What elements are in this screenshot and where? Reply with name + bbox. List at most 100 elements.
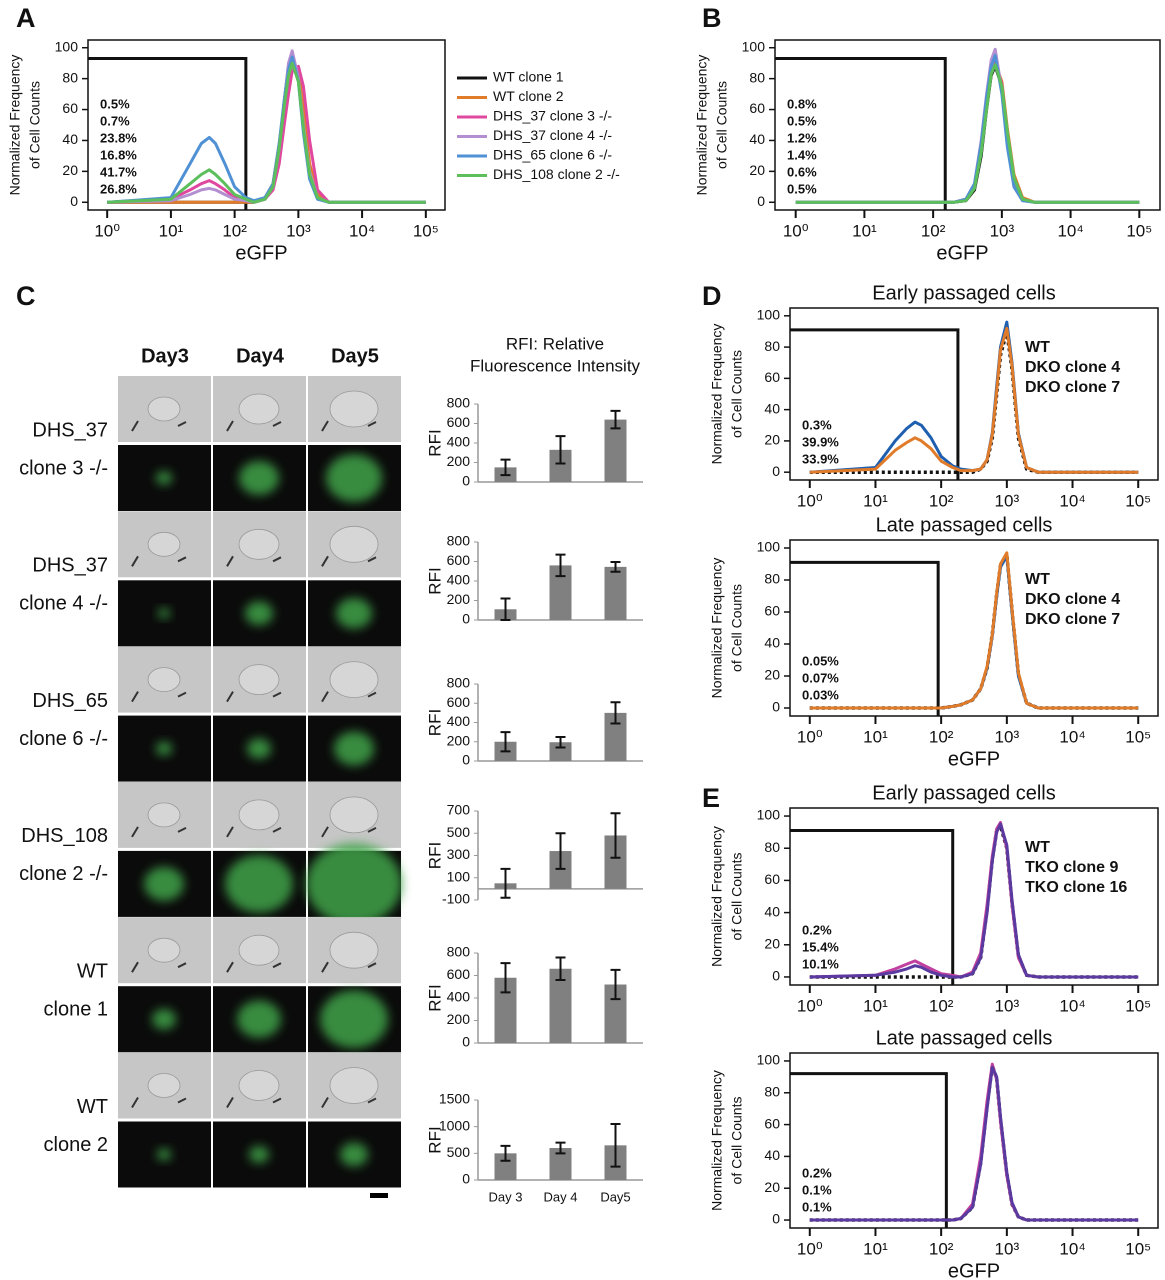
error-bar [610, 409, 621, 430]
gfp-colony [158, 608, 170, 619]
rfi-title: RFI: Relative [506, 334, 604, 353]
row-label: clone 6 -/- [19, 728, 108, 750]
y-axis-label: Normalized Frequency [694, 55, 710, 196]
panel-letter: A [16, 3, 36, 33]
gate-percent: 23.8% [100, 130, 137, 145]
error-bar [500, 597, 511, 621]
gate-percent: 0.5% [787, 181, 817, 196]
x-tick-label: 10⁴ [349, 221, 375, 240]
y-tick-label: 0 [462, 473, 470, 489]
x-tick-label: Day 3 [489, 1189, 523, 1204]
bar [549, 968, 572, 1043]
x-tick-label: 10³ [995, 727, 1020, 746]
x-tick-label: 10⁰ [797, 996, 823, 1015]
y-tick-label: 0 [462, 1171, 470, 1187]
x-tick-label: 10⁰ [797, 1239, 823, 1258]
y-tick-label: 60 [764, 1115, 780, 1131]
y-tick-label: 600 [447, 966, 471, 982]
y-tick-label: 40 [749, 131, 765, 147]
row-label: clone 4 -/- [19, 593, 108, 615]
gfp-colony [239, 461, 279, 495]
y-tick-label: 200 [447, 1011, 471, 1027]
legend-label: DKO clone 4 [1025, 359, 1120, 376]
panel-letter: E [702, 783, 720, 813]
y-axis-label: Normalized Frequency [709, 1070, 725, 1211]
legend-label: DKO clone 4 [1025, 591, 1120, 608]
legend-label: DHS_108 clone 2 -/- [493, 166, 620, 182]
gfp-colony [247, 738, 271, 759]
y-axis-label: RFI [425, 1126, 444, 1153]
y-tick-label: 60 [764, 369, 780, 385]
scale-bar [370, 1193, 388, 1198]
colony-outline [238, 1070, 280, 1101]
cell-debris [226, 555, 282, 567]
histogram-line [809, 1065, 1139, 1222]
colony-outline [147, 1073, 181, 1098]
row-label: clone 2 -/- [19, 863, 108, 885]
y-tick-label: 100 [742, 38, 766, 54]
error-bar [500, 1144, 511, 1162]
x-tick-label: 10¹ [863, 727, 888, 746]
x-tick-label: 10⁴ [1057, 221, 1083, 240]
y-tick-label: 20 [764, 432, 780, 448]
panel-letter: C [16, 281, 36, 311]
error-bar [555, 832, 566, 870]
bar [549, 565, 572, 620]
y-tick-label: 0 [772, 699, 780, 715]
bar [549, 851, 572, 889]
histogram-line [795, 54, 1140, 204]
cell-debris [321, 691, 377, 703]
y-tick-label: 100 [55, 38, 79, 54]
row-label: DHS_108 [21, 825, 108, 847]
colony-outline [329, 796, 379, 834]
y-tick-label: 60 [749, 100, 765, 116]
colony-outline [147, 531, 181, 557]
plot-frame [87, 39, 446, 211]
histogram-line [809, 823, 1139, 979]
bar [549, 1148, 572, 1180]
gfp-colony [326, 454, 382, 502]
plot-frame [789, 539, 1159, 717]
histogram-line [107, 61, 426, 204]
x-tick-label: 10² [929, 1239, 954, 1258]
bar [494, 1153, 517, 1180]
chart-title: Late passaged cells [876, 514, 1053, 536]
gate-percent: 26.8% [100, 181, 137, 196]
y-tick-label: 800 [447, 533, 471, 549]
y-tick-label: 100 [447, 868, 471, 884]
gfp-colony [157, 1148, 171, 1161]
error-bar [555, 956, 566, 981]
cell-debris [226, 826, 282, 838]
colony-outline [329, 525, 379, 563]
row-label: DHS_65 [32, 690, 108, 712]
y-axis-label: Normalized Frequency [709, 826, 725, 967]
x-tick-label: 10⁴ [1059, 996, 1085, 1015]
y-tick-label: 700 [447, 802, 471, 818]
y-tick-label: 80 [764, 338, 780, 354]
y-tick-label: 200 [447, 591, 471, 607]
row-label: clone 2 [44, 1134, 109, 1156]
legend-label: TKO clone 9 [1025, 859, 1118, 876]
gfp-colony [336, 598, 372, 629]
x-tick-label: 10⁰ [797, 727, 823, 746]
colony-outline [329, 661, 379, 698]
row-label: WT [77, 1096, 108, 1118]
y-tick-label: 0 [772, 968, 780, 984]
y-tick-label: 40 [764, 903, 780, 919]
x-tick-label: 10³ [995, 996, 1020, 1015]
y-tick-label: 60 [764, 603, 780, 619]
colony-outline [329, 931, 379, 969]
row-label: clone 1 [44, 998, 109, 1020]
x-tick-label: 10⁰ [94, 221, 120, 240]
x-tick-label: 10⁵ [1125, 996, 1151, 1015]
y-tick-label: 80 [764, 1083, 780, 1099]
cell-debris [226, 961, 282, 973]
y-tick-label: 500 [447, 1144, 471, 1160]
column-header: Day4 [236, 345, 285, 367]
histogram-line [809, 329, 1139, 474]
y-tick-label: 300 [447, 846, 471, 862]
histogram-line [809, 320, 1139, 474]
histogram-line [795, 61, 1140, 204]
gate [775, 57, 947, 210]
x-tick-label: 10⁰ [783, 221, 809, 240]
